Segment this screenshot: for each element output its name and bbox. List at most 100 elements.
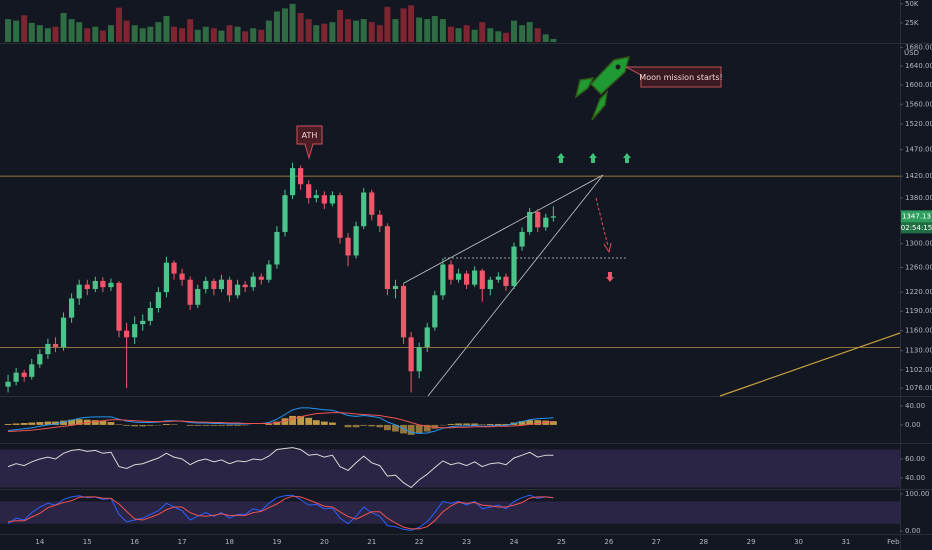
annotation: ATH — [302, 131, 318, 140]
volume-bar — [471, 29, 478, 42]
x-tick-label: 23 — [462, 538, 471, 546]
volume-bar — [5, 19, 12, 42]
volume-bar — [526, 22, 533, 42]
up-arrow — [589, 153, 597, 163]
macd-histogram-bar — [384, 424, 391, 431]
macd-histogram-bar — [139, 424, 147, 427]
d-line — [8, 495, 554, 530]
candle-body — [353, 226, 359, 256]
macd-histogram-bar — [163, 423, 170, 425]
macd-histogram-bar — [471, 423, 479, 425]
volume-bar — [313, 25, 320, 42]
volume-bar — [502, 32, 509, 42]
candle-body — [392, 285, 399, 290]
volume-bar — [519, 25, 526, 42]
volume-bar — [511, 20, 518, 42]
volume-bar — [384, 6, 391, 43]
macd-histogram-bar — [273, 421, 281, 425]
volume-bar — [13, 20, 20, 42]
macd-histogram-bar — [494, 423, 502, 425]
macd-histogram-bar — [549, 421, 557, 425]
volume-bar — [226, 25, 233, 42]
volume-bar — [368, 22, 375, 42]
bands — [0, 449, 900, 524]
macd-histogram-bar — [534, 420, 542, 425]
candle-body — [211, 280, 217, 290]
y-tick-label: 40.00 — [905, 474, 925, 482]
macd-histogram-bar — [376, 424, 384, 428]
candle-body — [52, 343, 59, 348]
volume-bar — [495, 31, 502, 42]
x-tick-label: 31 — [841, 538, 850, 546]
macd-histogram-bar — [518, 421, 526, 425]
candle-body — [21, 372, 27, 377]
macd-histogram-bar — [305, 417, 313, 425]
y-tick-label: 1190.00 — [905, 307, 932, 315]
x-tick-label: 16 — [130, 538, 139, 546]
macd-histogram-bar — [368, 424, 376, 427]
band — [0, 501, 900, 524]
y-tick-label: 1640.00 — [905, 62, 932, 70]
volume-bar — [123, 20, 130, 42]
macd-histogram-bar — [68, 419, 76, 425]
volume-bar — [92, 26, 99, 42]
candle-body — [329, 195, 336, 204]
last-price-label: 1347.13 — [902, 212, 931, 220]
y-tick-label: 100.00 — [905, 490, 930, 498]
y-tick-label: 1680.00 — [905, 44, 932, 52]
candle-body — [432, 295, 438, 328]
y-tick-label: 1130.00 — [905, 347, 932, 355]
macd-histogram-bar — [455, 423, 462, 425]
y-tick-label: 1520.00 — [905, 120, 932, 128]
candle-body — [408, 337, 414, 372]
candle-body — [140, 320, 146, 325]
volume-bar — [297, 12, 304, 42]
macd-histogram-bar — [423, 424, 431, 432]
candle-body — [495, 276, 501, 280]
candle-body — [13, 372, 19, 382]
candle-body — [187, 279, 193, 305]
x-tick-label: 27 — [652, 538, 661, 546]
candle-body — [274, 231, 280, 265]
volume-bar — [36, 25, 43, 42]
macd-histogram-bar — [28, 422, 36, 425]
macd-histogram-bar — [60, 420, 67, 425]
candle-body — [234, 284, 241, 296]
volume-bar — [28, 22, 35, 42]
candle-body — [29, 364, 35, 377]
volume-bar — [187, 19, 194, 42]
y-tick-label: 60.00 — [905, 455, 925, 463]
volume-bar — [210, 28, 217, 42]
macd-histogram-bar — [526, 420, 534, 425]
volume-bar — [305, 19, 312, 42]
volume-bar — [242, 31, 249, 42]
candle-body — [298, 168, 304, 185]
macd-histogram-bar — [107, 422, 115, 425]
candle-body — [108, 282, 114, 288]
candle-body — [440, 264, 446, 296]
x-tick-label: 22 — [415, 538, 424, 546]
x-tick-label: 15 — [83, 538, 92, 546]
macd-histogram-bar — [146, 424, 154, 426]
candle-body — [92, 280, 98, 290]
macd-histogram-bar — [99, 421, 107, 425]
volume-bar — [447, 26, 454, 42]
macd-histogram-bar — [131, 424, 139, 427]
candle-body — [289, 168, 296, 196]
y-tick-label: 25K — [905, 19, 919, 27]
volume-bar — [179, 28, 186, 42]
macd-histogram-bar — [226, 424, 233, 426]
y-tick-label: 1102.00 — [905, 366, 932, 374]
volume-bar — [376, 25, 383, 42]
volume-bar — [289, 3, 296, 43]
candle-body — [171, 262, 177, 274]
x-tick-label: 18 — [225, 538, 234, 546]
candle-body — [5, 381, 11, 387]
candle-body — [147, 307, 153, 321]
volume-bar — [107, 25, 114, 42]
candle-body — [163, 262, 170, 293]
volume-bar — [171, 26, 178, 42]
macd-histogram-bar — [265, 423, 273, 425]
candle-body — [479, 270, 485, 290]
moon-callout: Moon mission starts! — [625, 66, 723, 88]
